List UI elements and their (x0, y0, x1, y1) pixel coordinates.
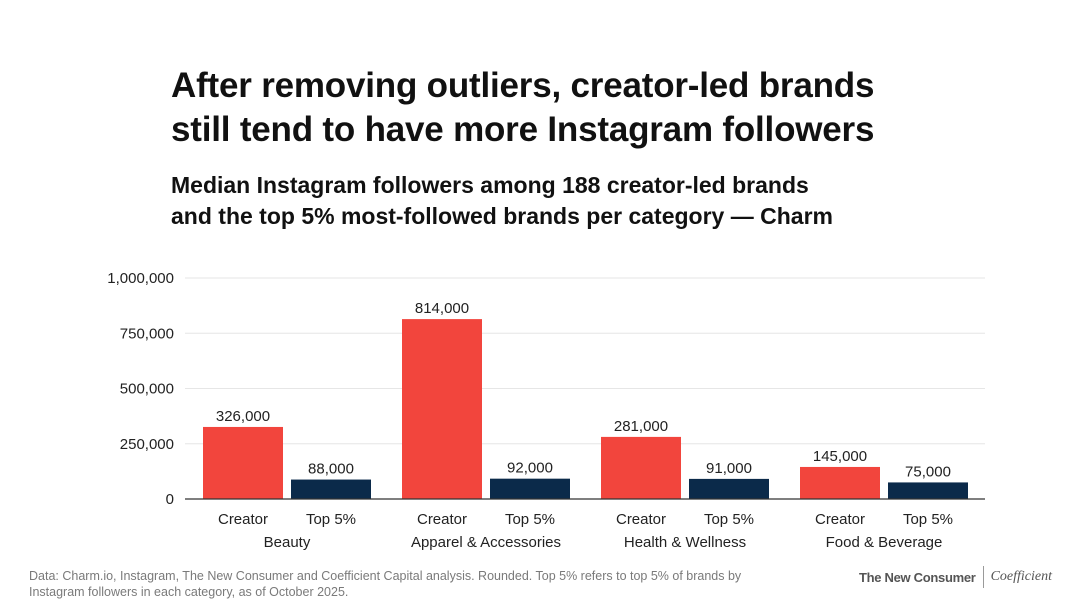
data-label: 88,000 (308, 461, 354, 478)
chart-title: After removing outliers, creator-led bra… (171, 64, 1051, 152)
series-tick-label: Top 5% (903, 511, 953, 528)
the-new-consumer-logo: The New Consumer (859, 569, 976, 585)
chart-title-line-1: After removing outliers, creator-led bra… (171, 66, 875, 105)
source-note-line-2: Instagram followers in each category, as… (29, 585, 349, 599)
source-note-line-1: Data: Charm.io, Instagram, The New Consu… (29, 569, 742, 583)
bar-top-5 (689, 478, 769, 499)
chart-title-line-2: still tend to have more Instagram follow… (171, 110, 875, 149)
category-label: Beauty (264, 534, 311, 551)
data-label: 92,000 (507, 460, 553, 477)
bar-creator (203, 426, 283, 499)
chart-subtitle-line-2: and the top 5% most-followed brands per … (171, 203, 833, 229)
category-label: Apparel & Accessories (411, 534, 561, 551)
data-label: 814,000 (415, 300, 469, 317)
chart-subtitle-line-1: Median Instagram followers among 188 cre… (171, 172, 809, 198)
logo-group: The New Consumer Coefficient (859, 566, 1052, 588)
series-tick-label: Top 5% (505, 511, 555, 528)
y-tick-label: 750,000 (120, 325, 174, 342)
data-label: 75,000 (905, 463, 951, 480)
series-tick-label: Top 5% (306, 511, 356, 528)
bar-creator (800, 466, 880, 499)
bar-top-5 (888, 482, 968, 499)
bar-chart: 0 250,000 500,000 750,000 1,000,000 326,000 Cr… (107, 270, 985, 551)
bar-top-5 (490, 478, 570, 499)
data-label: 281,000 (614, 418, 668, 435)
y-tick-label: 0 (166, 491, 174, 508)
data-label: 326,000 (216, 408, 270, 425)
chart-subtitle: Median Instagram followers among 188 cre… (171, 170, 1051, 232)
y-tick-label: 250,000 (120, 436, 174, 453)
source-note: Data: Charm.io, Instagram, The New Consu… (29, 568, 829, 600)
category-label: Health & Wellness (624, 534, 746, 551)
y-tick-label: 1,000,000 (107, 270, 174, 287)
series-tick-label: Top 5% (704, 511, 754, 528)
category-label: Food & Beverage (826, 534, 943, 551)
logo-divider (982, 566, 984, 588)
data-label: 91,000 (706, 460, 752, 477)
coefficient-logo: Coefficient (990, 569, 1052, 584)
bar-creator (402, 319, 482, 499)
y-tick-label: 500,000 (120, 381, 174, 398)
series-tick-label: Creator (417, 511, 467, 528)
data-label: 145,000 (813, 448, 867, 465)
series-tick-label: Creator (616, 511, 666, 528)
bar-top-5 (291, 479, 371, 499)
series-tick-label: Creator (218, 511, 268, 528)
bar-creator (601, 436, 681, 499)
series-tick-label: Creator (815, 511, 865, 528)
